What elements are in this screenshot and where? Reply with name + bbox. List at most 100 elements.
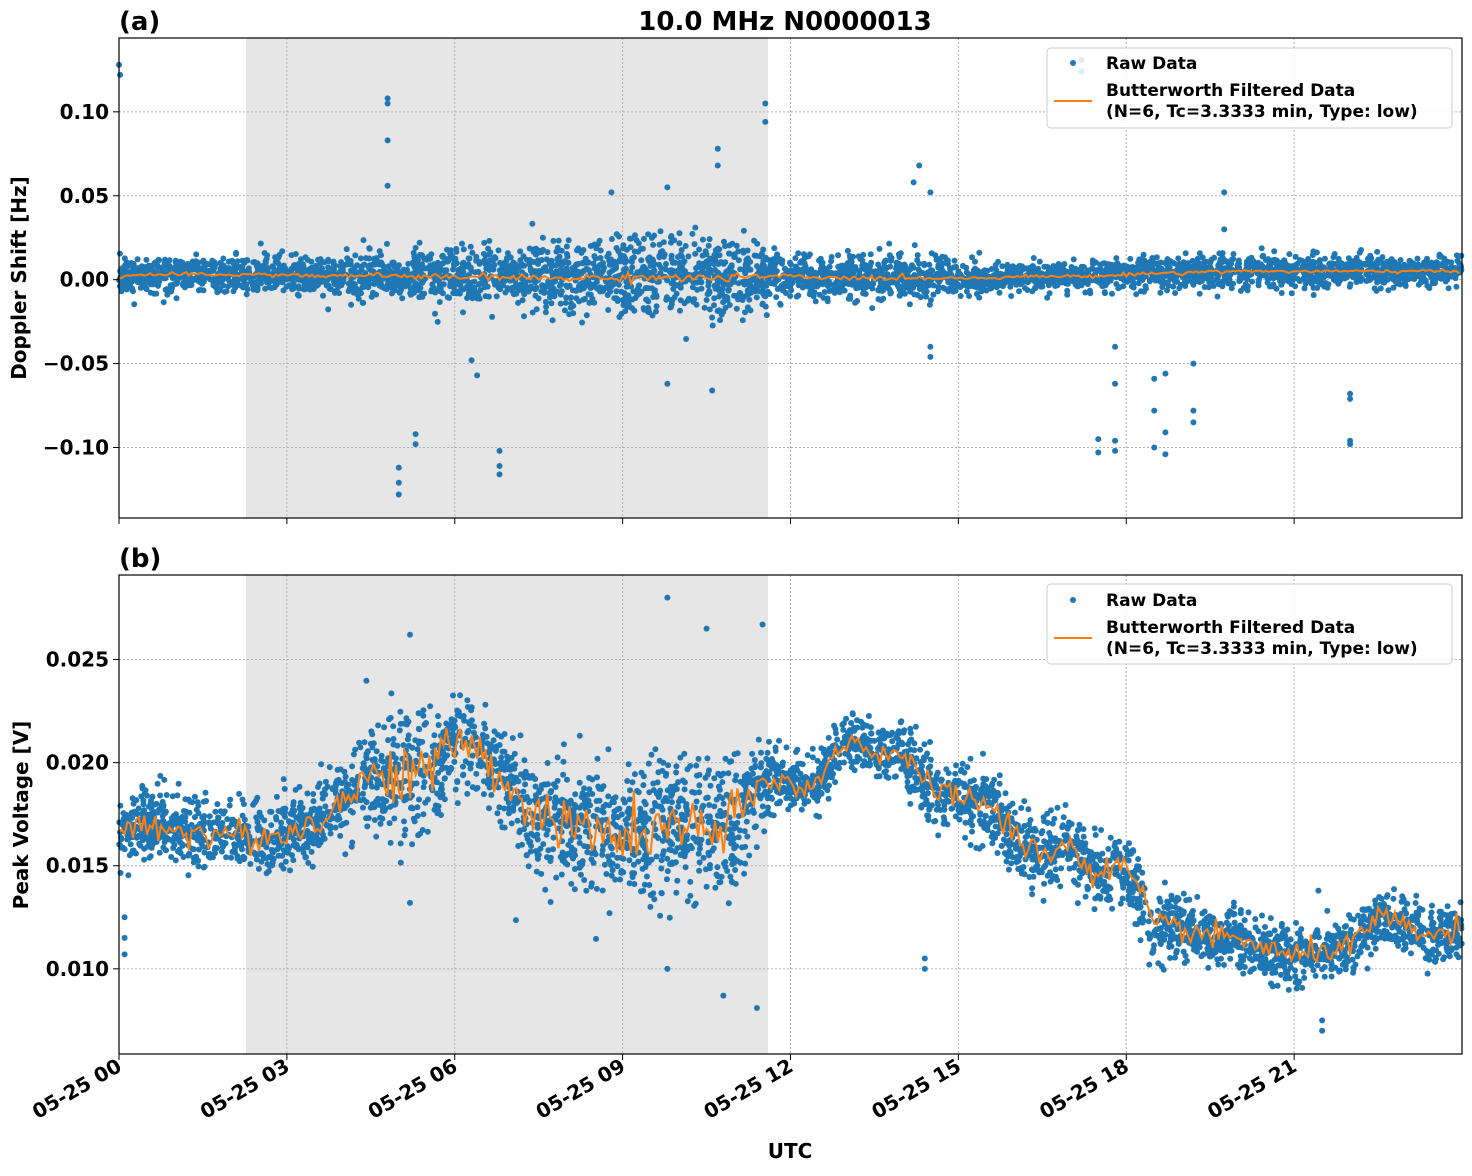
raw-data-point [1437,252,1443,258]
raw-data-point-outlier [1112,448,1118,454]
raw-data-point [1158,279,1164,285]
raw-data-point [189,263,195,269]
legend-filtered-params-a: (N=6, Tc=3.3333 min, Type: low) [1106,102,1418,122]
raw-data-point [570,287,576,293]
raw-data-point [1162,260,1168,266]
raw-data-point [185,872,191,878]
raw-data-point-outlier [927,344,933,350]
raw-data-point [982,267,988,273]
raw-data-point [426,254,432,260]
raw-data-point [539,268,545,274]
raw-data-point [1286,251,1292,257]
raw-data-point [922,284,928,290]
raw-data-point [976,250,982,256]
raw-data-point [384,241,390,247]
raw-data-point [357,278,363,284]
raw-data-point [983,288,989,294]
raw-data-point-outlier [1151,445,1157,451]
raw-data-point [1299,258,1305,264]
raw-data-point [244,257,250,263]
raw-data-point [1141,252,1147,258]
raw-data-point [699,286,705,292]
raw-data-point [887,252,893,258]
raw-data-point [124,259,130,265]
raw-data-point [576,261,582,267]
raw-data-point [143,257,149,263]
raw-data-point [588,285,594,291]
raw-data-point [1289,274,1295,280]
raw-data-point [222,289,228,295]
raw-data-point [702,305,708,311]
raw-data-point [672,295,678,301]
raw-data-point [371,261,377,267]
raw-data-point-outlier [497,448,503,454]
raw-data-point [928,297,934,303]
raw-data-point [1368,276,1374,282]
raw-data-point [647,254,653,260]
raw-data-point [347,285,353,291]
raw-data-point [189,799,195,805]
raw-data-point [1215,294,1221,300]
raw-data-point [754,253,760,259]
raw-data-point [482,257,488,263]
raw-data-point [938,267,944,273]
raw-data-point [267,284,273,290]
raw-data-point [1288,265,1294,271]
raw-data-point [293,265,299,271]
raw-data-point [729,262,735,268]
raw-data-point [1424,283,1430,289]
raw-data-point [1044,295,1050,301]
raw-data-point [522,781,528,787]
raw-data-point [227,803,233,809]
raw-data-point [997,290,1003,296]
raw-data-point-outlier [1190,361,1196,367]
raw-data-point [564,268,570,274]
raw-data-point [570,303,576,309]
raw-data-point [1278,282,1284,288]
raw-data-point [501,261,507,267]
raw-data-point [441,281,447,287]
raw-data-point [1375,278,1381,284]
raw-data-point [1051,265,1057,271]
raw-data-point [399,295,405,301]
raw-data-point [348,268,354,274]
raw-data-point [170,275,176,281]
raw-data-point [259,267,265,273]
raw-data-point-outlier [1095,450,1101,456]
raw-data-point-outlier [1162,371,1168,377]
raw-data-point-outlier [117,72,123,78]
raw-data-point [524,257,530,263]
raw-data-point [623,279,629,285]
raw-data-point [704,264,710,270]
raw-data-point [692,241,698,247]
raw-data-point [1374,260,1380,266]
raw-data-point [679,254,685,260]
raw-data-point [719,312,725,318]
raw-data-point [1157,290,1163,296]
raw-data-point [631,308,637,314]
raw-data-point [782,266,788,272]
raw-data-point [595,241,601,247]
raw-data-point [1171,274,1177,280]
raw-data-point [441,267,447,273]
raw-data-point [704,297,710,303]
raw-data-point [719,291,725,297]
raw-data-point [264,252,270,258]
raw-data-point [230,279,236,285]
raw-data-point [619,311,625,317]
raw-data-point [535,825,541,831]
raw-data-point [875,262,881,268]
raw-data-point [605,292,611,298]
raw-data-point [485,284,491,290]
raw-data-point [761,266,767,272]
raw-data-point [725,288,731,294]
raw-data-point [147,281,153,287]
raw-data-point [997,772,1003,778]
raw-data-point [953,762,959,768]
raw-data-point [606,251,612,257]
raw-data-point [754,294,760,300]
raw-data-point [583,256,589,262]
raw-data-point [562,258,568,264]
raw-data-point [1385,277,1391,283]
raw-data-point-outlier [608,189,614,195]
